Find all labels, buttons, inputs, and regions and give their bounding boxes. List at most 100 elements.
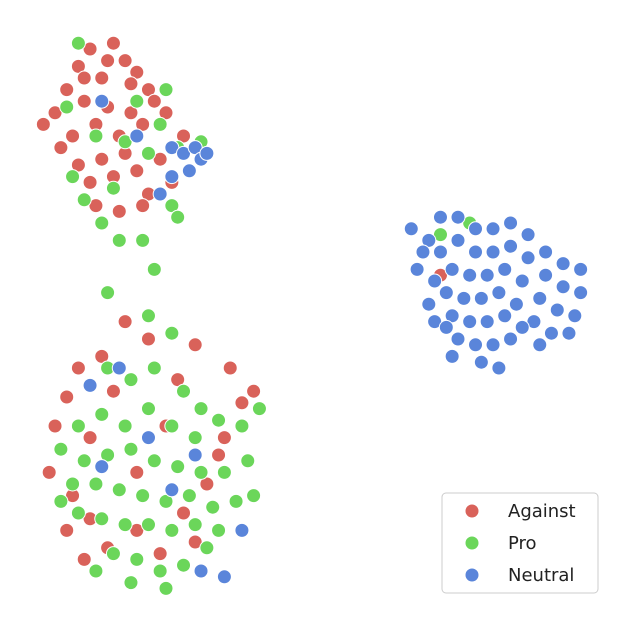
point <box>76 192 92 208</box>
point <box>59 82 75 98</box>
point <box>444 261 460 277</box>
point <box>462 314 478 330</box>
point <box>176 505 192 521</box>
point <box>199 145 215 161</box>
point <box>491 285 507 301</box>
legend-label: Pro <box>508 533 537 554</box>
point <box>491 360 507 376</box>
point <box>561 325 577 341</box>
legend-marker <box>464 535 480 551</box>
point <box>543 325 559 341</box>
point <box>164 169 180 185</box>
point <box>555 256 571 272</box>
point <box>187 447 203 463</box>
point <box>140 308 156 324</box>
point <box>193 563 209 579</box>
point <box>403 221 419 237</box>
point <box>211 447 227 463</box>
point <box>421 296 437 312</box>
point <box>123 441 139 457</box>
point <box>47 418 63 434</box>
point <box>468 244 484 260</box>
point <box>251 401 267 417</box>
point <box>199 540 215 556</box>
point <box>216 569 232 585</box>
point <box>53 441 69 457</box>
point <box>485 244 501 260</box>
point <box>117 53 133 69</box>
point <box>432 244 448 260</box>
point <box>538 267 554 283</box>
point <box>176 383 192 399</box>
point <box>135 488 151 504</box>
point <box>158 82 174 98</box>
point <box>193 464 209 480</box>
legend: Against Pro Neutral <box>441 492 599 594</box>
point <box>140 401 156 417</box>
point <box>111 232 127 248</box>
point <box>211 522 227 538</box>
point <box>100 53 116 69</box>
point <box>88 128 104 144</box>
point <box>140 145 156 161</box>
point <box>105 35 121 51</box>
point <box>76 70 92 86</box>
point <box>514 319 530 335</box>
point <box>111 203 127 219</box>
point <box>135 232 151 248</box>
point <box>59 389 75 405</box>
legend-label: Against <box>508 501 576 522</box>
point <box>65 128 81 144</box>
point <box>158 580 174 596</box>
point <box>152 116 168 132</box>
point <box>100 285 116 301</box>
point <box>187 337 203 353</box>
point <box>70 505 86 521</box>
point <box>532 337 548 353</box>
point <box>105 180 121 196</box>
point <box>164 522 180 538</box>
point <box>479 314 495 330</box>
point <box>117 517 133 533</box>
point <box>514 273 530 289</box>
point <box>473 290 489 306</box>
point <box>59 522 75 538</box>
point <box>82 430 98 446</box>
point <box>53 493 69 509</box>
point <box>53 140 69 156</box>
point <box>468 337 484 353</box>
point <box>497 308 513 324</box>
point <box>170 459 186 475</box>
point <box>94 70 110 86</box>
point <box>146 93 162 109</box>
point <box>240 453 256 469</box>
point <box>415 244 431 260</box>
point <box>140 517 156 533</box>
point <box>129 464 145 480</box>
point <box>246 488 262 504</box>
point <box>123 575 139 591</box>
point <box>111 482 127 498</box>
point <box>105 383 121 399</box>
point <box>94 511 110 527</box>
point <box>105 546 121 562</box>
point <box>82 377 98 393</box>
point <box>129 128 145 144</box>
point <box>222 360 238 376</box>
point <box>181 488 197 504</box>
point <box>88 563 104 579</box>
point <box>35 116 51 132</box>
point <box>438 319 454 335</box>
point <box>193 401 209 417</box>
point <box>409 261 425 277</box>
point <box>462 267 478 283</box>
point <box>216 464 232 480</box>
point <box>76 453 92 469</box>
point <box>70 360 86 376</box>
point <box>135 198 151 214</box>
point <box>65 169 81 185</box>
point <box>468 221 484 237</box>
point <box>520 250 536 266</box>
point <box>450 232 466 248</box>
